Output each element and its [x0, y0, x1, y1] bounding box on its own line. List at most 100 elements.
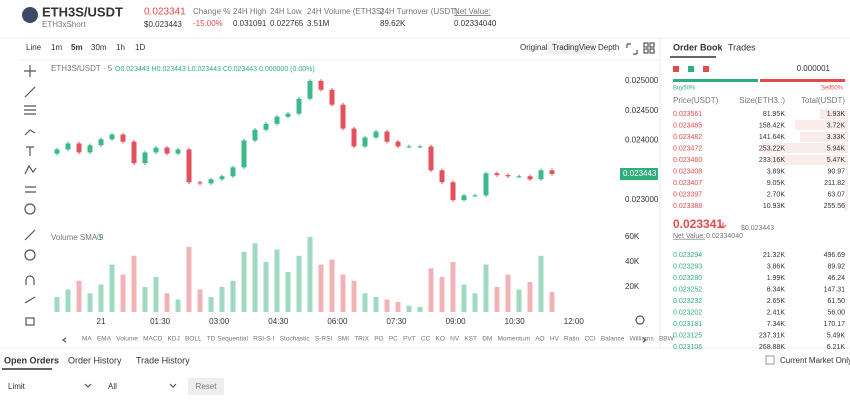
- indicator[interactable]: NV: [450, 336, 460, 343]
- indicator[interactable]: SMI: [337, 336, 349, 343]
- view-option[interactable]: Original: [520, 43, 548, 52]
- interval[interactable]: 5m: [71, 43, 83, 52]
- volume-bar: [208, 297, 214, 312]
- indicator[interactable]: EMA: [97, 336, 112, 343]
- book-total: 5.94K: [827, 145, 846, 152]
- book-price: 0.023293: [673, 263, 702, 270]
- pair[interactable]: ETH3S/USDT: [42, 4, 123, 19]
- candle-body: [65, 143, 71, 150]
- interval[interactable]: 1D: [135, 43, 145, 52]
- reset-label[interactable]: Reset: [196, 382, 218, 391]
- tab[interactable]: Order Book: [673, 42, 724, 52]
- book-total: 1.93K: [827, 111, 846, 118]
- candle-body: [263, 123, 269, 130]
- precision[interactable]: 0.000001: [797, 64, 831, 73]
- order-type-select[interactable]: Limit: [8, 382, 26, 391]
- indicator[interactable]: CC: [421, 336, 431, 343]
- indicator[interactable]: MA: [82, 336, 92, 343]
- stat-label: 24H Turnover (USDT): [380, 7, 458, 16]
- volume-bar: [527, 282, 533, 312]
- candle-body: [494, 173, 500, 176]
- book-size: 253.22K: [759, 145, 785, 152]
- bottom-tab[interactable]: Open Orders: [4, 355, 59, 365]
- indicator[interactable]: Volume: [116, 336, 138, 343]
- indicator[interactable]: MACD: [143, 336, 162, 343]
- interval[interactable]: 30m: [91, 43, 107, 52]
- side-select[interactable]: All: [108, 382, 117, 391]
- view-option[interactable]: Depth: [598, 43, 619, 52]
- book-total: 61.50: [827, 298, 845, 305]
- indicator[interactable]: BBW: [659, 336, 675, 343]
- volume-bar: [219, 287, 225, 312]
- candle-body: [87, 145, 93, 153]
- book-size: 10.93K: [763, 203, 786, 210]
- book-mode-icon[interactable]: [688, 66, 694, 72]
- y-tick-label: 0.024000: [625, 136, 659, 145]
- candle-body: [472, 195, 478, 197]
- indicator[interactable]: TD Sequential: [207, 336, 249, 343]
- book-price: 0.023252: [673, 286, 702, 293]
- indicator[interactable]: DM: [482, 336, 492, 343]
- indicator[interactable]: Ratio: [564, 336, 580, 343]
- interval[interactable]: 1m: [51, 43, 62, 52]
- indicator[interactable]: HV: [550, 336, 560, 343]
- book-total: 147.31: [824, 286, 846, 293]
- indicator[interactable]: S-RSI: [315, 336, 333, 343]
- book-price: 0.023485: [673, 122, 702, 129]
- indicator[interactable]: Williams: [630, 336, 655, 343]
- bottom-tab[interactable]: Order History: [68, 355, 122, 365]
- indicator[interactable]: BOLL: [185, 336, 202, 343]
- book-mode-icon[interactable]: [673, 66, 679, 72]
- indicator[interactable]: RSI-S-I: [253, 336, 275, 343]
- book-price: 0.023294: [673, 252, 702, 259]
- column-header: Size(ETH3..): [739, 96, 785, 105]
- indicator[interactable]: PVT: [403, 336, 416, 343]
- book-size: 21.32K: [763, 252, 786, 259]
- depth-bars: [762, 109, 848, 211]
- volume-tick-label: 20K: [625, 282, 640, 291]
- candle-body: [549, 170, 555, 174]
- volume-bar: [329, 259, 335, 312]
- interval[interactable]: Line: [26, 43, 42, 52]
- volume-bar: [164, 293, 170, 312]
- book-size: 237.31K: [759, 332, 785, 339]
- filter-label[interactable]: Current Market Only: [780, 356, 850, 365]
- book-total: 46.24: [827, 275, 845, 282]
- x-tick-label: 03:00: [209, 317, 230, 326]
- book-mode-icon[interactable]: [703, 66, 709, 72]
- tab[interactable]: Trades: [728, 42, 756, 52]
- stat-label: Net Value:: [454, 7, 491, 16]
- indicator[interactable]: Momentum: [498, 336, 531, 343]
- interval[interactable]: 1h: [116, 43, 125, 52]
- y-tick-label: 0.023000: [625, 195, 659, 204]
- book-size: 7.34K: [767, 321, 786, 328]
- volume-bar: [428, 268, 434, 312]
- stat-value: 0.02334040: [454, 19, 497, 28]
- stat-label: 24H High: [233, 7, 266, 16]
- indicator[interactable]: PC: [389, 336, 398, 343]
- indicator[interactable]: KST: [464, 336, 477, 343]
- view-option[interactable]: TradingView: [552, 43, 596, 52]
- ohlc-legend: O0.023443 H0.023443 L0.023443 C0.023443 …: [115, 66, 315, 73]
- bottom-tab[interactable]: Trade History: [136, 355, 190, 365]
- indicator[interactable]: PO: [374, 336, 383, 343]
- book-total: 496.69: [824, 252, 846, 259]
- indicator[interactable]: AO: [535, 336, 544, 343]
- reset-button[interactable]: [188, 378, 224, 395]
- indicator[interactable]: Stochastic: [280, 336, 311, 343]
- indicator[interactable]: Balance: [601, 336, 625, 343]
- candle-body: [197, 182, 203, 184]
- x-tick-label: 12:00: [564, 317, 585, 326]
- candle-body: [439, 170, 445, 183]
- volume-bar: [197, 289, 203, 312]
- column-header: Total(USDT): [801, 96, 845, 105]
- indicator[interactable]: KDJ: [167, 336, 179, 343]
- volume-bar: [252, 243, 258, 312]
- indicator[interactable]: CCI: [584, 336, 595, 343]
- book-size: 3.86K: [767, 263, 786, 270]
- volume-bar: [142, 287, 148, 312]
- indicator[interactable]: TRIX: [354, 336, 369, 343]
- checkbox[interactable]: [765, 355, 775, 365]
- indicator[interactable]: KO: [435, 336, 444, 343]
- book-size: 81.95K: [763, 111, 786, 118]
